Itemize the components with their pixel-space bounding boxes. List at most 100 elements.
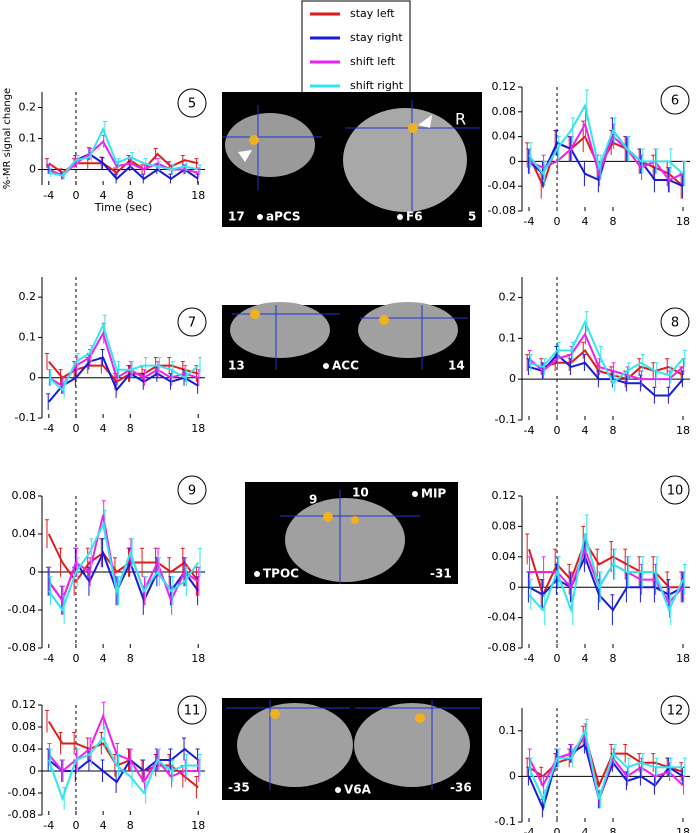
y-tick-label: -0.1 <box>495 815 516 828</box>
y-tick-label: 0.08 <box>12 720 37 733</box>
y-tick-label: 0.04 <box>12 742 37 755</box>
brain-label: 17 <box>228 210 245 224</box>
x-tick-label: -4 <box>43 422 54 435</box>
x-tick-label: -4 <box>524 652 535 665</box>
y-tick-label: 0 <box>29 371 36 384</box>
x-tick-label: 0 <box>554 215 561 228</box>
panel-number-ring <box>660 85 690 115</box>
panel-number-ring <box>660 695 690 725</box>
x-tick-label: 18 <box>676 652 690 665</box>
x-tick-label: -4 <box>43 819 54 832</box>
series-line <box>528 353 684 397</box>
label-dot <box>397 214 403 220</box>
series-line <box>528 554 684 612</box>
series-line <box>48 322 199 392</box>
label-dot <box>412 491 418 497</box>
x-tick-label: 8 <box>127 819 134 832</box>
y-tick-label: -0.04 <box>488 179 516 192</box>
x-tick-label: 18 <box>191 189 205 202</box>
panel-number: 6 <box>671 94 679 109</box>
panel-number-ring <box>177 307 207 337</box>
activation <box>379 315 389 325</box>
series-line <box>47 720 199 789</box>
brain-label: 10 <box>352 486 369 500</box>
y-tick-label: -0.08 <box>8 808 36 821</box>
brain-panel: -35 V6A -36 <box>222 698 482 800</box>
x-tick-label: 18 <box>191 652 205 665</box>
series-line <box>528 319 684 385</box>
brain-panel: 9 10 MIP TPOC -31 <box>245 482 458 584</box>
activation <box>323 512 333 522</box>
y-tick-label: 0 <box>29 163 36 176</box>
brain-label: F6 <box>406 210 423 224</box>
brain-label: 14 <box>448 359 465 373</box>
activation <box>250 309 260 319</box>
panel-number: 12 <box>667 704 684 719</box>
series-line <box>48 747 199 784</box>
x-tick-label: 8 <box>610 826 617 833</box>
x-tick-label: 8 <box>127 189 134 202</box>
activation <box>249 135 259 145</box>
x-tick-label: 4 <box>582 215 589 228</box>
arrow <box>238 150 252 162</box>
x-tick-label: 8 <box>127 652 134 665</box>
brain-label: V6A <box>344 783 372 797</box>
legend-label: stay right <box>350 31 403 44</box>
label-dot <box>335 787 341 793</box>
y-tick-label: 0 <box>509 372 516 385</box>
x-tick-label: 8 <box>610 652 617 665</box>
panel-number-ring <box>177 475 207 505</box>
x-tick-label: 4 <box>582 424 589 437</box>
series-line <box>528 349 684 381</box>
brain-panel: 17 aPCS F6 5 R <box>222 92 482 227</box>
x-tick-label: 18 <box>676 424 690 437</box>
label-dot <box>323 363 329 369</box>
x-tick-label: 8 <box>127 422 134 435</box>
x-tick-label: 0 <box>554 424 561 437</box>
y-tick-label: 0 <box>29 764 36 777</box>
series-line <box>528 121 684 182</box>
x-tick-label: 0 <box>72 422 79 435</box>
brain-label: TPOC <box>263 567 299 581</box>
y-axis-label: %-MR signal change <box>2 88 13 189</box>
brain-slice <box>225 113 315 177</box>
panel-number-ring <box>660 475 690 505</box>
y-tick-label: 0 <box>509 154 516 167</box>
x-tick-label: -4 <box>43 189 54 202</box>
x-tick-label: 8 <box>610 424 617 437</box>
x-tick-label: -4 <box>43 652 54 665</box>
x-tick-label: 0 <box>72 189 79 202</box>
x-tick-label: 0 <box>72 652 79 665</box>
x-tick-label: -4 <box>524 215 535 228</box>
panel-number-ring <box>177 88 207 118</box>
legend-label: stay left <box>350 7 395 20</box>
y-tick-label: -0.08 <box>488 641 516 654</box>
y-tick-label: 0.1 <box>19 330 37 343</box>
x-tick-label: 4 <box>100 422 107 435</box>
y-tick-label: -0.08 <box>8 641 36 654</box>
activation <box>408 123 418 133</box>
y-tick-label: 0.2 <box>19 290 37 303</box>
panel-number: 8 <box>671 316 679 331</box>
y-tick-label: 0.12 <box>12 698 37 711</box>
brain-label: 9 <box>309 493 317 507</box>
brain-label: 13 <box>228 359 245 373</box>
y-tick-label: 0 <box>509 580 516 593</box>
legend-label: shift right <box>350 79 404 92</box>
y-tick-label: -0.04 <box>488 611 516 624</box>
x-tick-label: 4 <box>582 652 589 665</box>
y-tick-label: 0.12 <box>492 489 517 502</box>
brain-label: ACC <box>332 359 359 373</box>
label-dot <box>254 571 260 577</box>
brain-label: -36 <box>450 781 472 795</box>
x-axis-label: Time (sec) <box>94 201 153 214</box>
x-tick-label: -4 <box>524 826 535 833</box>
brain-label: 5 <box>468 210 476 224</box>
brain-panel: 13 ACC 14 <box>222 302 470 378</box>
activation <box>351 516 359 524</box>
brain-slice <box>354 703 470 787</box>
y-tick-label: 0.2 <box>19 101 37 114</box>
panel-number: 5 <box>188 97 196 112</box>
series-line <box>528 539 683 598</box>
